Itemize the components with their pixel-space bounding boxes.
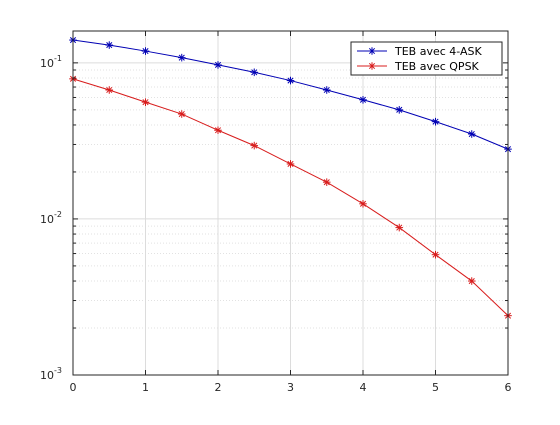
legend-marker (368, 62, 376, 70)
x-tick-label: 5 (432, 381, 439, 394)
y-tick-exponent: -3 (54, 366, 62, 375)
marker-stroke (432, 118, 439, 125)
y-tick-base: 10 (40, 57, 54, 70)
y-tick-exponent: -1 (54, 54, 62, 63)
marker-stroke (214, 127, 222, 134)
legend-marker (368, 47, 376, 55)
x-tick-label: 1 (142, 381, 149, 394)
data-point (141, 98, 150, 106)
data-point (286, 160, 295, 168)
data-point (214, 126, 222, 135)
marker-stroke (359, 200, 367, 207)
marker-stroke (432, 251, 439, 258)
marker-stroke (214, 61, 222, 68)
legend-item: TEB avec QPSK (357, 60, 480, 73)
y-tick-exponent: -2 (54, 210, 62, 219)
x-tick-label: 0 (70, 381, 77, 394)
data-point (141, 47, 150, 55)
data-point (467, 277, 476, 285)
data-point (250, 141, 259, 150)
marker-stroke (142, 99, 149, 106)
data-point (105, 41, 114, 49)
marker-stroke (142, 48, 149, 55)
marker-stroke (396, 224, 403, 231)
data-point (467, 130, 476, 138)
marker-stroke (323, 86, 330, 94)
data-point (177, 53, 186, 62)
marker-stroke (468, 130, 475, 138)
marker-stroke (106, 42, 113, 49)
y-tick-label: 10 -2 (40, 210, 62, 226)
y-tick-label: 10 -3 (40, 366, 62, 382)
data-point (359, 95, 367, 104)
data-point (177, 110, 186, 118)
marker-stroke (106, 86, 113, 94)
legend[interactable]: TEB avec 4-ASK TEB avec QPSK (350, 41, 503, 76)
legend-box (350, 41, 503, 76)
data-point (322, 178, 331, 186)
marker-stroke (468, 277, 475, 285)
marker-stroke (251, 142, 258, 149)
legend-label: TEB avec QPSK (394, 60, 480, 73)
data-point (105, 86, 114, 94)
x-tick-label: 4 (360, 381, 367, 394)
data-point (395, 223, 404, 232)
marker-stroke (359, 96, 367, 103)
y-tick-label: 10 -1 (40, 54, 62, 70)
data-point (395, 106, 404, 114)
x-tick-label: 2 (215, 381, 222, 394)
data-point (250, 68, 259, 77)
marker-stroke (178, 54, 185, 61)
marker-stroke (368, 47, 376, 55)
x-tick-label: 6 (505, 381, 512, 394)
data-point (431, 250, 440, 259)
marker-stroke (251, 69, 258, 76)
axis-ticks (72, 31, 509, 376)
series-2 (69, 75, 512, 320)
marker-stroke (396, 106, 403, 113)
x-tick-label: 3 (287, 381, 294, 394)
y-tick-base: 10 (40, 369, 54, 382)
legend-item: TEB avec 4-ASK (357, 45, 483, 58)
marker-stroke (368, 62, 376, 70)
y-tick-base: 10 (40, 213, 54, 226)
marker-stroke (287, 160, 294, 168)
data-point (286, 76, 295, 85)
data-point (359, 200, 367, 208)
marker-stroke (178, 110, 185, 118)
y-tick-labels: 10-310-210-1 (40, 54, 62, 382)
marker-stroke (323, 179, 330, 186)
legend-label: TEB avec 4-ASK (394, 45, 483, 58)
marker-stroke (287, 77, 294, 84)
data-point (431, 117, 440, 126)
data-point (214, 61, 222, 69)
x-tick-labels: 0 1 2 3 4 5 6 (70, 381, 512, 394)
data-point (322, 86, 331, 94)
